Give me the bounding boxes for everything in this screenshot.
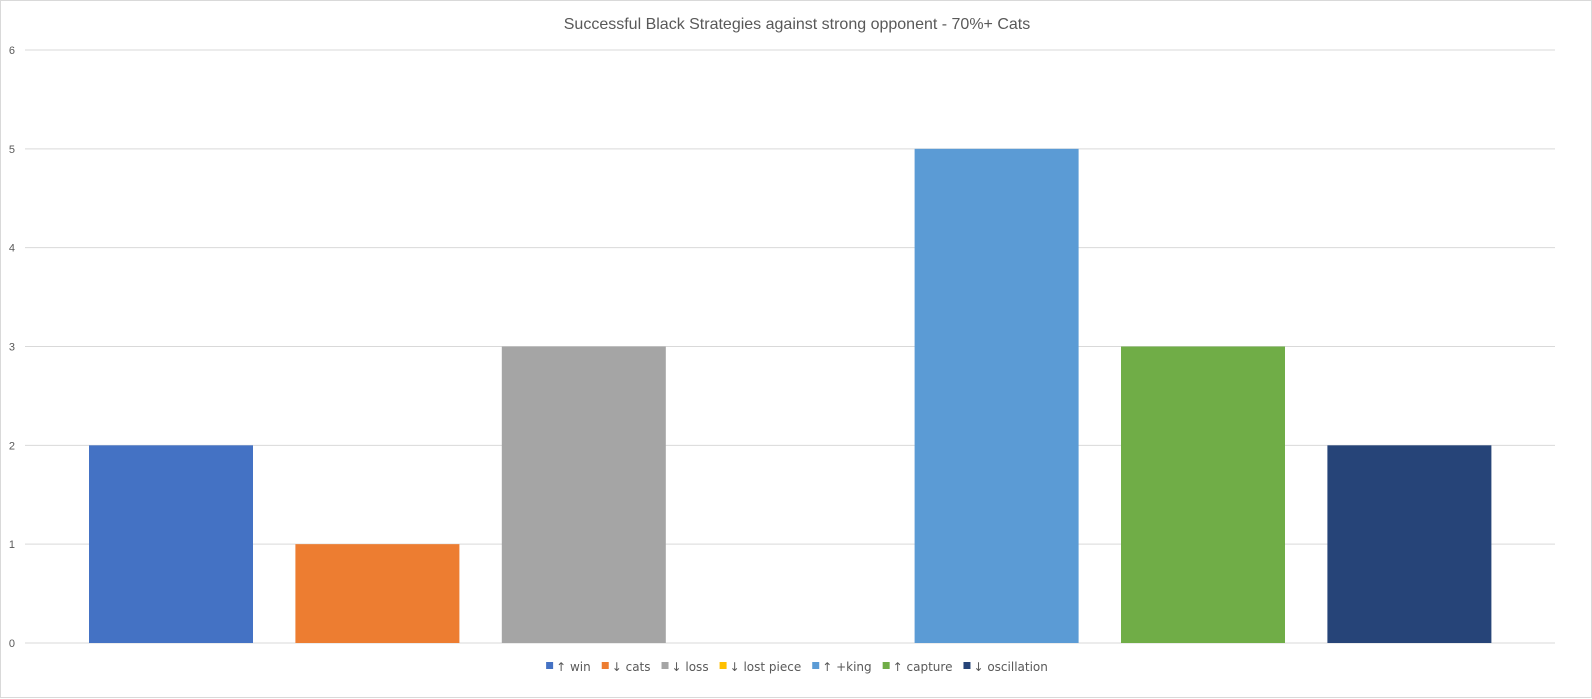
legend-label: ↑ win [556, 660, 591, 674]
legend-swatch [963, 662, 971, 669]
legend-item: ↑ win [546, 660, 591, 674]
bar [914, 148, 1079, 644]
y-tick-label: 6 [9, 45, 15, 57]
legend-label: ↑ +king [822, 660, 871, 674]
y-tick-label: 4 [9, 243, 15, 255]
legend-swatch [719, 662, 727, 669]
y-tick-label: 0 [9, 638, 15, 650]
y-tick-label: 2 [9, 440, 15, 452]
bar [501, 346, 666, 643]
bars [89, 148, 1492, 644]
y-tick-label: 1 [9, 539, 15, 551]
legend-label: ↓ loss [672, 660, 709, 674]
bar [1327, 445, 1492, 643]
legend-label: ↑ capture [893, 660, 953, 674]
y-axis-ticks: 0 1 2 3 4 5 6 [9, 45, 15, 650]
legend-swatch [812, 662, 820, 669]
legend-label: ↓ oscillation [973, 660, 1047, 674]
legend-swatch [546, 662, 554, 669]
legend-label: ↓ lost piece [730, 660, 802, 674]
bar [1121, 346, 1285, 643]
chart-title: Successful Black Strategies against stro… [564, 16, 1030, 33]
legend-item: ↑ capture [882, 660, 953, 674]
y-tick-label: 5 [9, 144, 15, 156]
legend-swatch [601, 662, 609, 669]
gridlines [25, 49, 1555, 644]
legend-swatch [882, 662, 890, 669]
legend-item: ↓ cats [601, 660, 651, 674]
legend-item: ↑ +king [812, 660, 872, 674]
legend: ↑ win ↓ cats ↓ loss ↓ lost piece ↑ +king ↑ ca… [546, 660, 1048, 674]
bar [89, 445, 253, 643]
legend-item: ↓ oscillation [963, 660, 1048, 674]
legend-swatch [661, 662, 669, 669]
bar [295, 544, 460, 643]
y-tick-label: 3 [9, 342, 15, 354]
legend-item: ↓ loss [661, 660, 709, 674]
legend-item: ↓ lost piece [719, 660, 802, 674]
legend-label: ↓ cats [612, 660, 651, 674]
